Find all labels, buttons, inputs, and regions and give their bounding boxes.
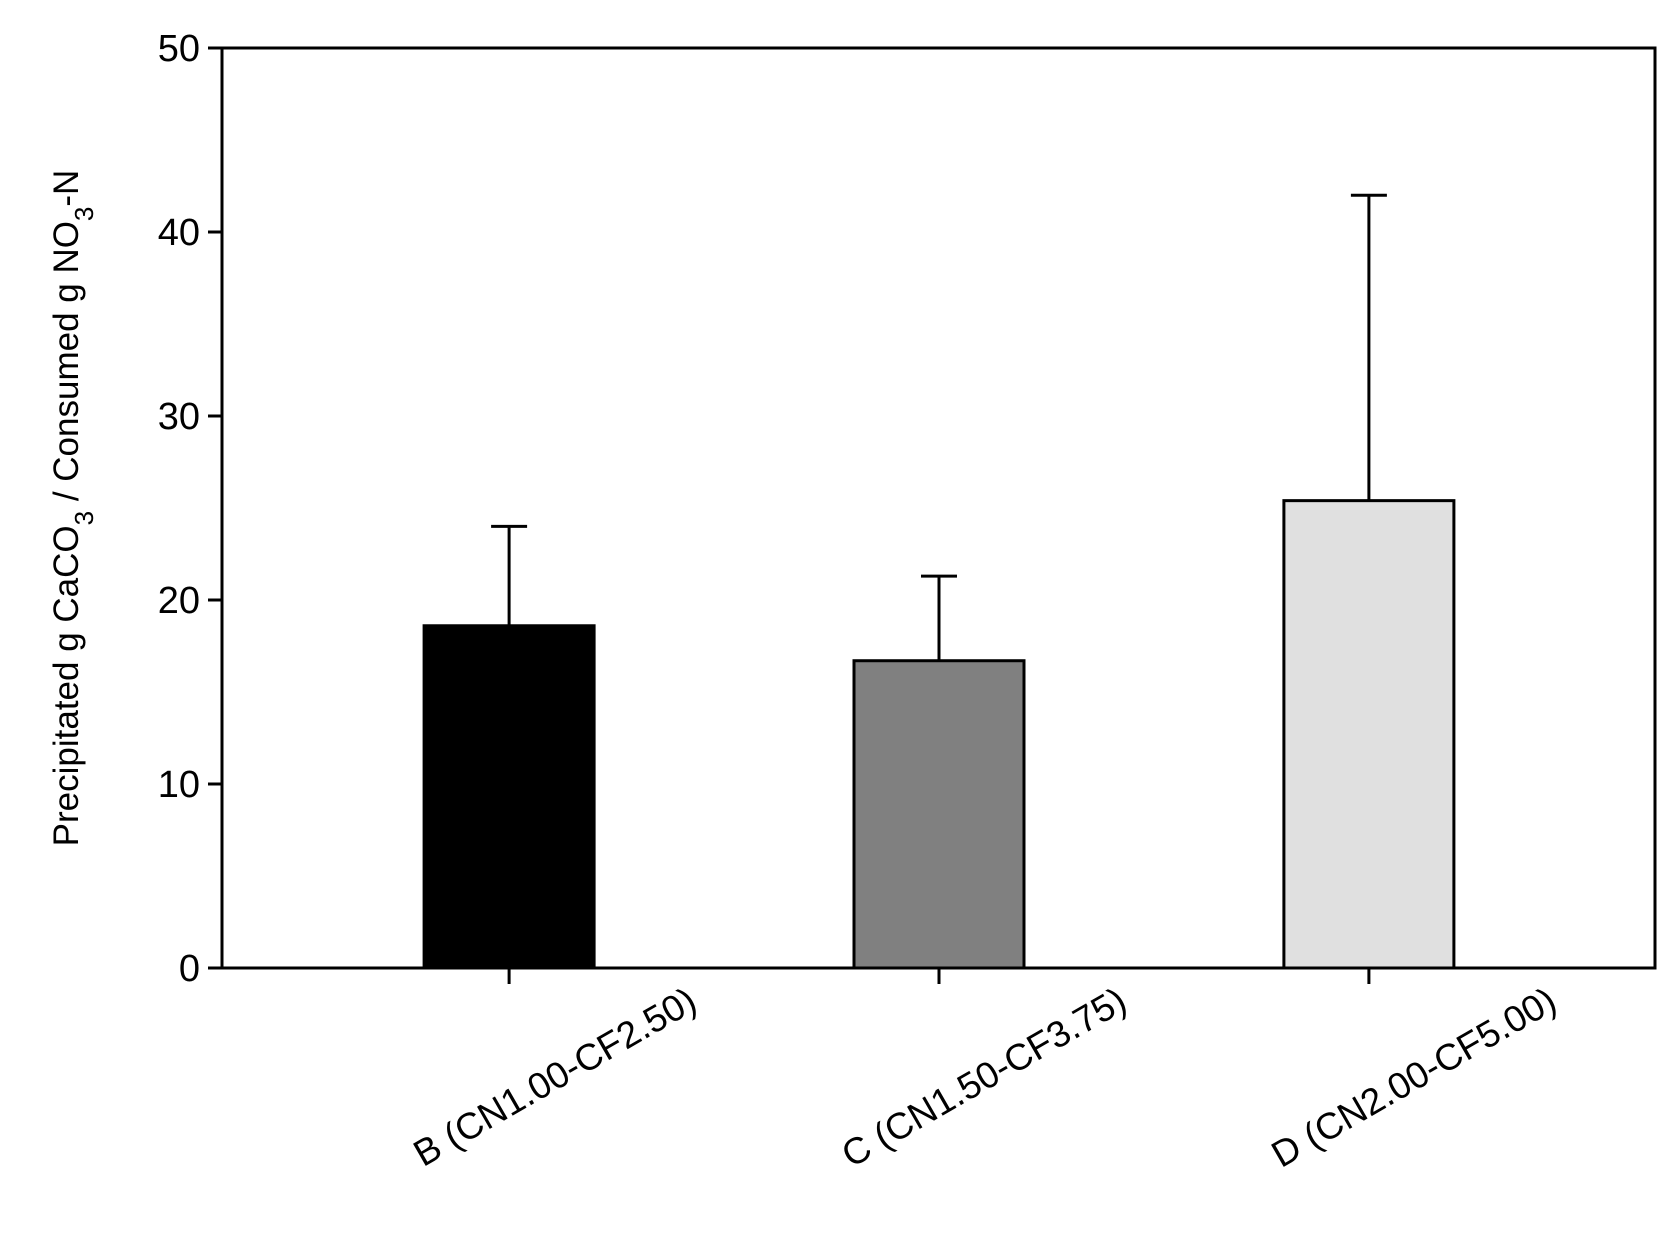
y-tick-label: 0 bbox=[179, 948, 200, 990]
bars-group bbox=[422, 193, 1456, 970]
bar bbox=[422, 624, 596, 970]
y-tick-label: 10 bbox=[158, 764, 200, 806]
y-tick-label: 20 bbox=[158, 580, 200, 622]
y-tick-label: 40 bbox=[158, 212, 200, 254]
x-category-label: C (CN1.50-CF3.75) bbox=[835, 979, 1133, 1175]
bar bbox=[1282, 499, 1456, 970]
y-tick-label: 30 bbox=[158, 396, 200, 438]
y-tick-label: 50 bbox=[158, 28, 200, 70]
y-axis-title: Precipitated g CaCO3 / Consumed g NO3-N bbox=[47, 170, 99, 847]
bar bbox=[852, 659, 1026, 970]
x-category-label: D (CN2.00-CF5.00) bbox=[1265, 979, 1563, 1175]
x-category-label: B (CN1.00-CF2.50) bbox=[407, 979, 704, 1174]
x-axis-ticks: B (CN1.00-CF2.50) C (CN1.50-CF3.75) D (CN2… bbox=[407, 968, 1563, 1175]
y-axis-ticks: 0 10 20 30 40 50 bbox=[158, 28, 222, 990]
